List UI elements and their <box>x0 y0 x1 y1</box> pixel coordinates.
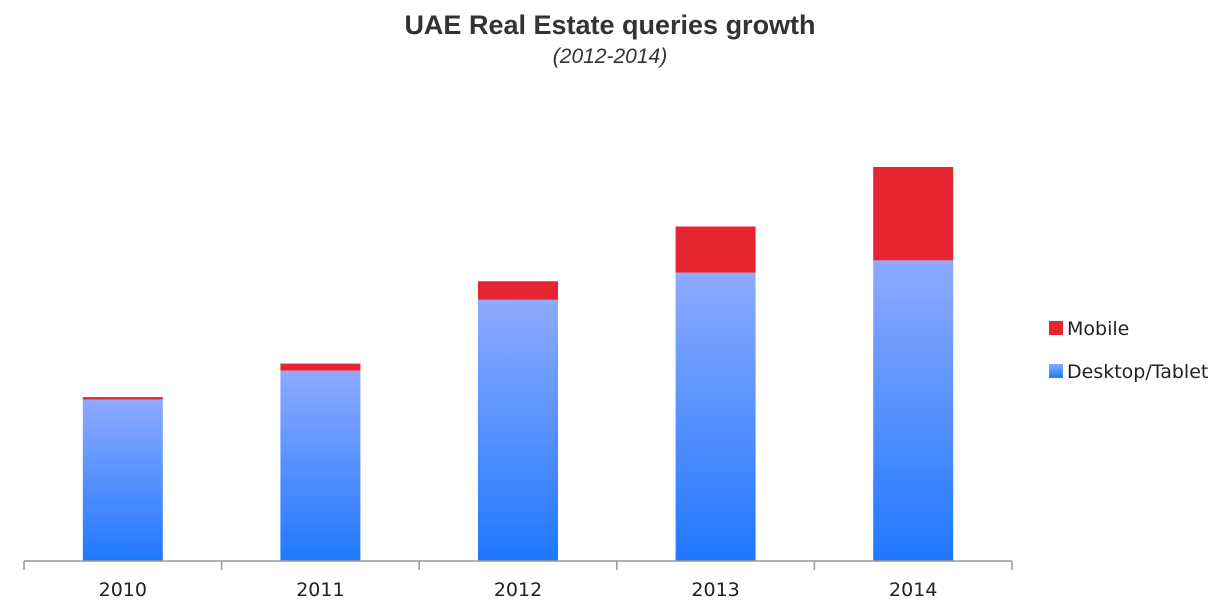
legend: Mobile Desktop/Tablet <box>1049 318 1208 383</box>
x-tick-label-2014: 2014 <box>889 579 937 601</box>
x-tick-label-2012: 2012 <box>494 579 542 601</box>
bar-desktop-tablet-2010 <box>82 399 163 561</box>
chart-title: UAE Real Estate queries growth <box>404 10 816 40</box>
bar-desktop-tablet-2012 <box>478 299 558 561</box>
bar-mobile-2010 <box>82 397 163 400</box>
bar-desktop-tablet-2013 <box>675 272 756 561</box>
x-tick-label-2010: 2010 <box>99 579 147 601</box>
bars-group <box>82 167 954 561</box>
bar-desktop-tablet-2014 <box>873 260 954 561</box>
x-axis: 2010 2011 2012 2013 2014 <box>23 560 1013 601</box>
legend-swatch-mobile <box>1049 321 1063 335</box>
x-tick-label-2011: 2011 <box>296 579 344 601</box>
x-tick-label-2013: 2013 <box>691 579 739 601</box>
bar-mobile-2011 <box>280 363 361 371</box>
bar-mobile-2013 <box>675 226 756 273</box>
bar-mobile-2014 <box>873 167 954 261</box>
legend-swatch-desktop-tablet <box>1049 364 1063 378</box>
legend-label-mobile: Mobile <box>1067 318 1129 340</box>
legend-label-desktop-tablet: Desktop/Tablet <box>1067 361 1208 383</box>
bar-mobile-2012 <box>478 281 558 300</box>
bar-desktop-tablet-2011 <box>280 370 361 561</box>
chart-subtitle: (2012-2014) <box>552 45 668 68</box>
